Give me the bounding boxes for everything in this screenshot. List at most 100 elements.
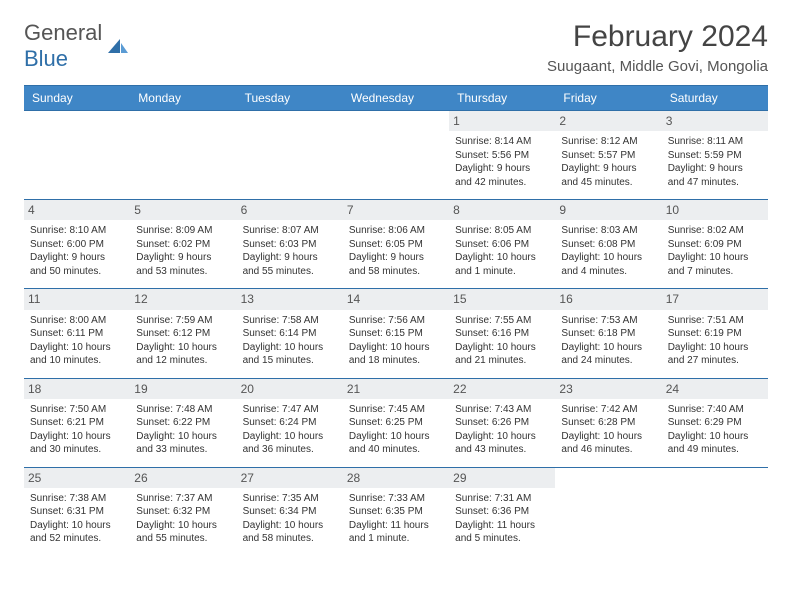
- day-number: 17: [662, 289, 768, 309]
- day-info: Sunrise: 7:55 AMSunset: 6:16 PMDaylight:…: [455, 314, 549, 368]
- dow-header: Sunday: [24, 85, 130, 110]
- day-info: Sunrise: 8:06 AMSunset: 6:05 PMDaylight:…: [349, 224, 443, 278]
- day-info: Sunrise: 7:59 AMSunset: 6:12 PMDaylight:…: [136, 314, 230, 368]
- day-number: 11: [24, 289, 130, 309]
- day-cell: 5Sunrise: 8:09 AMSunset: 6:02 PMDaylight…: [130, 199, 236, 288]
- day-info: Sunrise: 7:47 AMSunset: 6:24 PMDaylight:…: [243, 403, 337, 457]
- day-number: 6: [237, 200, 343, 220]
- day-number: 23: [555, 379, 661, 399]
- day-number: 9: [555, 200, 661, 220]
- day-cell: 17 Sunrise: 7:51 AMSunset: 6:19 PMDayligh…: [662, 288, 768, 377]
- day-info: Sunrise: 8:05 AMSunset: 6:06 PMDaylight:…: [455, 224, 549, 278]
- day-number: 21: [343, 379, 449, 399]
- day-info: Sunrise: 7:33 AMSunset: 6:35 PMDaylight:…: [349, 492, 443, 546]
- day-cell: 8 Sunrise: 8:05 AMSunset: 6:06 PMDaylight…: [449, 199, 555, 288]
- day-number: 8: [449, 200, 555, 220]
- day-number: 22: [449, 379, 555, 399]
- dow-header: Monday: [130, 85, 236, 110]
- day-number: 26: [130, 468, 236, 488]
- brand-logo: General Blue: [24, 20, 130, 72]
- day-number: 2: [555, 111, 661, 131]
- empty-cell: [24, 110, 130, 199]
- day-info: Sunrise: 7:37 AMSunset: 6:32 PMDaylight:…: [136, 492, 230, 546]
- day-number: 18: [24, 379, 130, 399]
- day-info: Sunrise: 7:45 AMSunset: 6:25 PMDaylight:…: [349, 403, 443, 457]
- day-cell: 25 Sunrise: 7:38 AMSunset: 6:31 PMDayligh…: [24, 467, 130, 556]
- day-cell: 21 Sunrise: 7:45 AMSunset: 6:25 PMDayligh…: [343, 378, 449, 467]
- day-number: 10: [662, 200, 768, 220]
- page-title: February 2024: [547, 20, 768, 54]
- day-cell: 23 Sunrise: 7:42 AMSunset: 6:28 PMDayligh…: [555, 378, 661, 467]
- day-cell: 19 Sunrise: 7:48 AMSunset: 6:22 PMDayligh…: [130, 378, 236, 467]
- empty-cell: [662, 467, 768, 556]
- day-info: Sunrise: 7:53 AMSunset: 6:18 PMDaylight:…: [561, 314, 655, 368]
- day-cell: 22 Sunrise: 7:43 AMSunset: 6:26 PMDayligh…: [449, 378, 555, 467]
- day-cell: 24 Sunrise: 7:40 AMSunset: 6:29 PMDayligh…: [662, 378, 768, 467]
- day-cell: 4 Sunrise: 8:10 AMSunset: 6:00 PMDaylight…: [24, 199, 130, 288]
- empty-cell: [555, 467, 661, 556]
- day-cell: 6 Sunrise: 8:07 AMSunset: 6:03 PMDaylight…: [237, 199, 343, 288]
- day-cell: 28Sunrise: 7:33 AMSunset: 6:35 PMDayligh…: [343, 467, 449, 556]
- day-number: 20: [237, 379, 343, 399]
- day-number: 25: [24, 468, 130, 488]
- day-cell: 29 Sunrise: 7:31 AMSunset: 6:36 PMDayligh…: [449, 467, 555, 556]
- location-text: Suugaant, Middle Govi, Mongolia: [547, 58, 768, 75]
- day-cell: 15Sunrise: 7:55 AMSunset: 6:16 PMDayligh…: [449, 288, 555, 377]
- day-info: Sunrise: 7:50 AMSunset: 6:21 PMDaylight:…: [30, 403, 124, 457]
- day-cell: 2 Sunrise: 8:12 AMSunset: 5:57 PMDaylight…: [555, 110, 661, 199]
- day-number: 7: [343, 200, 449, 220]
- day-cell: 12 Sunrise: 7:59 AMSunset: 6:12 PMDayligh…: [130, 288, 236, 377]
- day-info: Sunrise: 8:02 AMSunset: 6:09 PMDaylight:…: [668, 224, 762, 278]
- day-info: Sunrise: 7:42 AMSunset: 6:28 PMDaylight:…: [561, 403, 655, 457]
- day-info: Sunrise: 8:14 AMSunset: 5:56 PMDaylight:…: [455, 135, 549, 189]
- day-info: Sunrise: 8:03 AMSunset: 6:08 PMDaylight:…: [561, 224, 655, 278]
- day-info: Sunrise: 7:35 AMSunset: 6:34 PMDaylight:…: [243, 492, 337, 546]
- day-cell: 11 Sunrise: 8:00 AMSunset: 6:11 PMDayligh…: [24, 288, 130, 377]
- day-info: Sunrise: 7:56 AMSunset: 6:15 PMDaylight:…: [349, 314, 443, 368]
- day-number: 27: [237, 468, 343, 488]
- day-number: 29: [449, 468, 555, 488]
- brand-text-2: Blue: [24, 46, 68, 71]
- dow-header: Wednesday: [343, 85, 449, 110]
- day-number: 24: [662, 379, 768, 399]
- day-info: Sunrise: 7:43 AMSunset: 6:26 PMDaylight:…: [455, 403, 549, 457]
- day-info: Sunrise: 7:31 AMSunset: 6:36 PMDaylight:…: [455, 492, 549, 546]
- day-number: 1: [449, 111, 555, 131]
- dow-header: Saturday: [662, 85, 768, 110]
- empty-cell: [237, 110, 343, 199]
- day-cell: 3 Sunrise: 8:11 AMSunset: 5:59 PMDaylight…: [662, 110, 768, 199]
- title-block: February 2024 Suugaant, Middle Govi, Mon…: [547, 20, 768, 75]
- day-number: 3: [662, 111, 768, 131]
- day-number: 14: [343, 289, 449, 309]
- day-cell: 18 Sunrise: 7:50 AMSunset: 6:21 PMDayligh…: [24, 378, 130, 467]
- day-info: Sunrise: 7:38 AMSunset: 6:31 PMDaylight:…: [30, 492, 124, 546]
- day-cell: 20 Sunrise: 7:47 AMSunset: 6:24 PMDayligh…: [237, 378, 343, 467]
- day-info: Sunrise: 8:09 AMSunset: 6:02 PMDaylight:…: [136, 224, 230, 278]
- day-info: Sunrise: 8:11 AMSunset: 5:59 PMDaylight:…: [668, 135, 762, 189]
- day-info: Sunrise: 7:48 AMSunset: 6:22 PMDaylight:…: [136, 403, 230, 457]
- empty-cell: [130, 110, 236, 199]
- dow-header: Thursday: [449, 85, 555, 110]
- day-cell: 7 Sunrise: 8:06 AMSunset: 6:05 PMDaylight…: [343, 199, 449, 288]
- dow-header: Friday: [555, 85, 661, 110]
- day-info: Sunrise: 8:10 AMSunset: 6:00 PMDaylight:…: [30, 224, 124, 278]
- day-info: Sunrise: 8:07 AMSunset: 6:03 PMDaylight:…: [243, 224, 337, 278]
- day-number: 4: [24, 200, 130, 220]
- day-info: Sunrise: 7:58 AMSunset: 6:14 PMDaylight:…: [243, 314, 337, 368]
- sail-icon: [106, 37, 130, 55]
- brand-text-1: General: [24, 20, 102, 45]
- day-cell: 9 Sunrise: 8:03 AMSunset: 6:08 PMDaylight…: [555, 199, 661, 288]
- brand-text: General Blue: [24, 20, 102, 72]
- day-number: 13: [237, 289, 343, 309]
- day-cell: 27 Sunrise: 7:35 AMSunset: 6:34 PMDayligh…: [237, 467, 343, 556]
- day-info: Sunrise: 7:51 AMSunset: 6:19 PMDaylight:…: [668, 314, 762, 368]
- day-cell: 1 Sunrise: 8:14 AMSunset: 5:56 PMDaylight…: [449, 110, 555, 199]
- header: General Blue February 2024 Suugaant, Mid…: [24, 20, 768, 75]
- day-cell: 16Sunrise: 7:53 AMSunset: 6:18 PMDayligh…: [555, 288, 661, 377]
- dow-header: Tuesday: [237, 85, 343, 110]
- day-number: 12: [130, 289, 236, 309]
- day-number: 19: [130, 379, 236, 399]
- day-info: Sunrise: 7:40 AMSunset: 6:29 PMDaylight:…: [668, 403, 762, 457]
- day-info: Sunrise: 8:00 AMSunset: 6:11 PMDaylight:…: [30, 314, 124, 368]
- day-info: Sunrise: 8:12 AMSunset: 5:57 PMDaylight:…: [561, 135, 655, 189]
